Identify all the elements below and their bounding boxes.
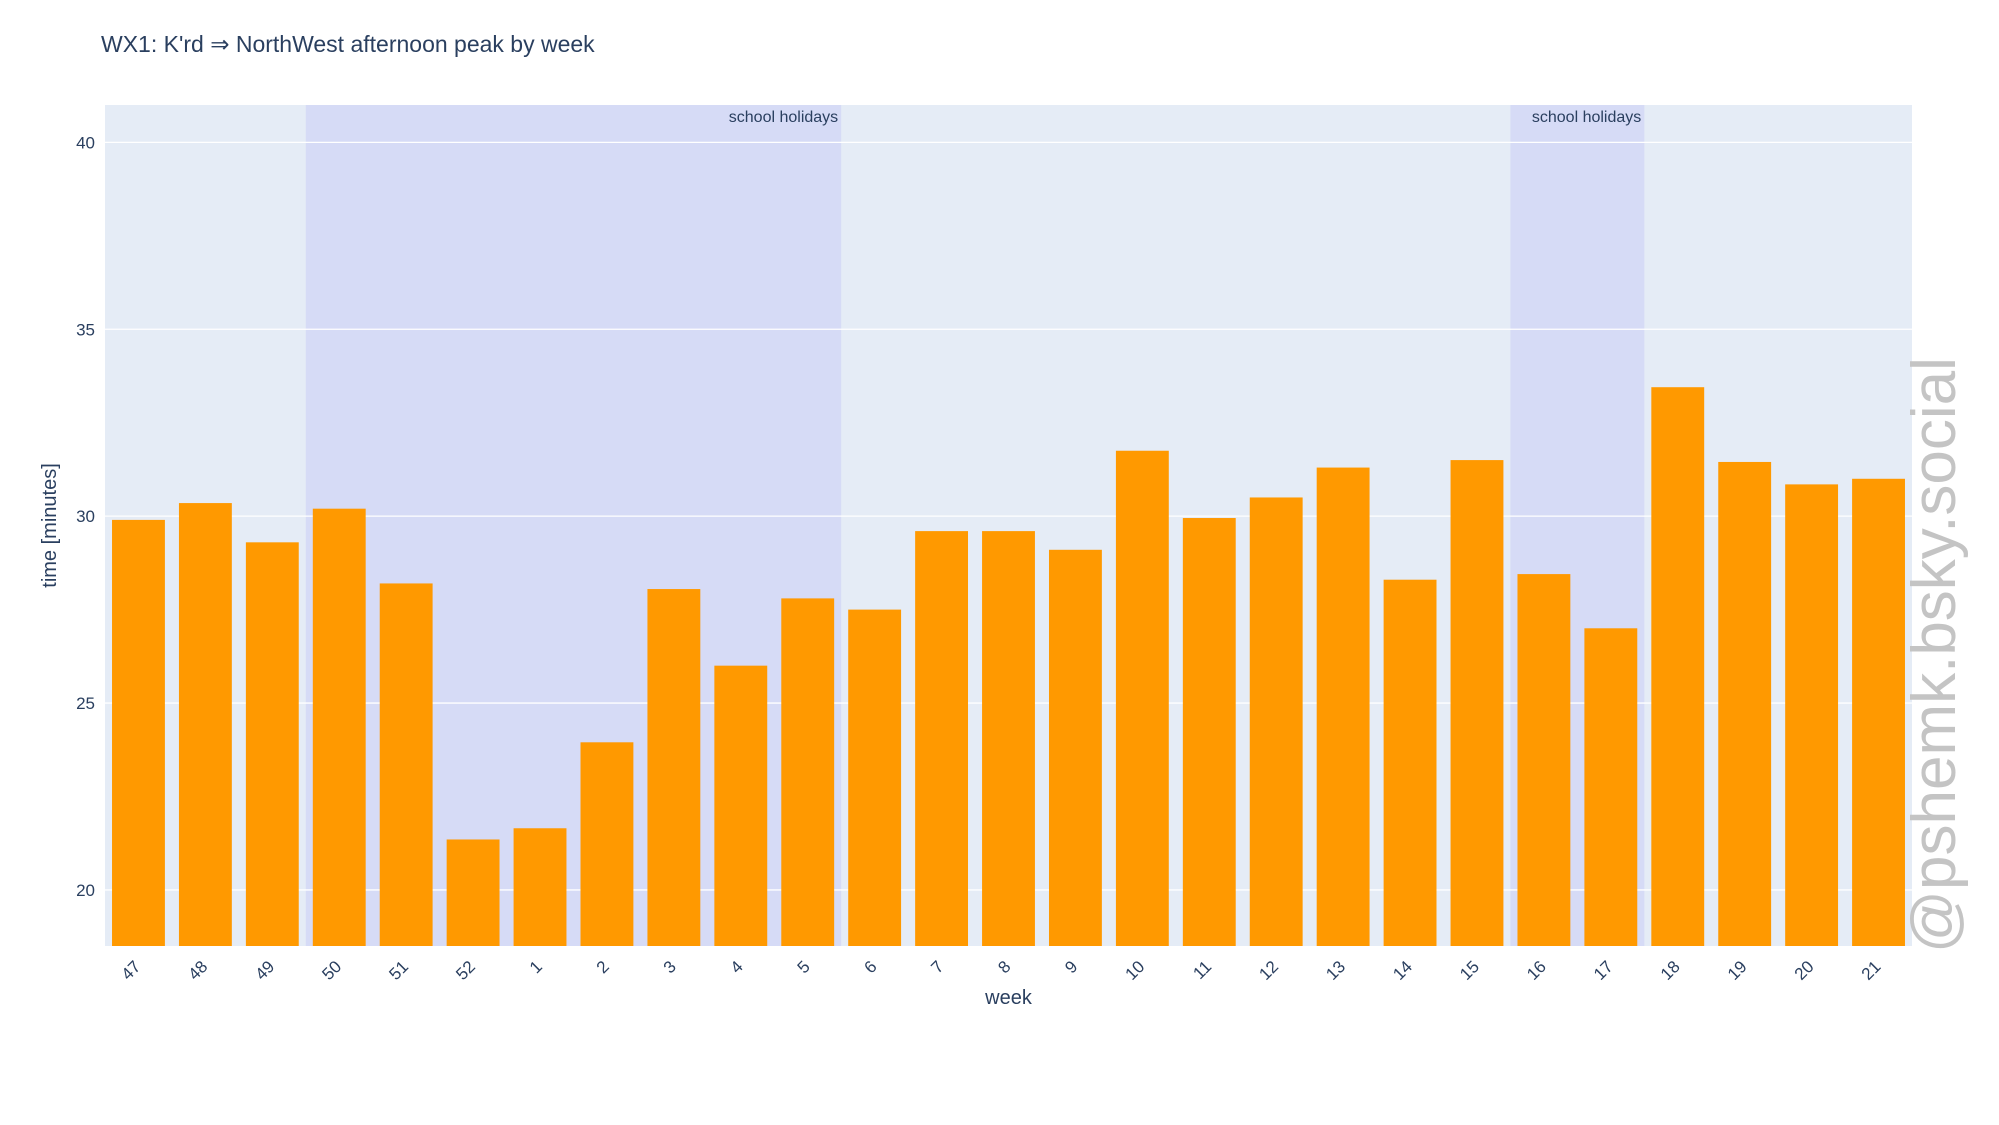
watermark-text: @pshemk.bsky.social: [1900, 357, 1969, 953]
y-axis-title: time [minutes]: [39, 463, 61, 587]
bar-week-12: [1249, 497, 1303, 946]
x-tick-label: 14: [1389, 957, 1416, 984]
bar-week-19: [1718, 461, 1772, 946]
bar-week-3: [647, 589, 701, 946]
y-tick-label: 25: [76, 694, 95, 713]
bar-week-4: [714, 665, 768, 946]
bar-week-47: [112, 519, 165, 946]
bar-week-7: [915, 531, 969, 946]
y-tick-label: 30: [76, 507, 95, 526]
x-tick-label: 2: [593, 957, 613, 977]
x-tick-label: 16: [1523, 957, 1550, 984]
shaded-region-labels: school holidays school holidays: [729, 109, 1642, 126]
x-tick-label: 50: [318, 957, 345, 984]
x-tick-label: 20: [1791, 957, 1818, 984]
x-tick-label: 8: [994, 957, 1014, 977]
chart-title: WX1: K'rd ⇒ NorthWest afternoon peak by …: [101, 31, 595, 57]
x-tick-label: 47: [118, 957, 145, 984]
bar-week-11: [1182, 518, 1236, 946]
bar-week-10: [1115, 450, 1169, 946]
x-tick-label: 48: [185, 957, 212, 984]
bar-week-9: [1048, 549, 1102, 946]
bar-week-14: [1383, 579, 1437, 946]
bar-week-5: [781, 598, 835, 946]
bar-week-13: [1316, 467, 1370, 946]
bar-week-50: [312, 508, 366, 946]
x-tick-label: 13: [1322, 957, 1349, 984]
x-tick-label: 17: [1590, 957, 1617, 984]
bar-week-51: [379, 583, 433, 946]
x-tick-labels: 47 48 49 50 51 52 1 2 3 4 5 6 7 8 9 10 11 12 13 14 15 16 17 18 1…: [118, 957, 1885, 984]
bar-week-21: [1852, 478, 1905, 946]
bar-week-8: [982, 531, 1035, 946]
shaded-region-label-1: school holidays: [729, 109, 838, 126]
y-tick-label: 35: [76, 320, 95, 339]
x-axis-title: week: [984, 987, 1033, 1009]
bar-week-15: [1450, 460, 1504, 946]
x-tick-label: 10: [1122, 957, 1149, 984]
bar-week-17: [1584, 628, 1638, 946]
y-tick-labels: 20 25 30 35 40: [76, 133, 95, 900]
x-tick-label: 21: [1858, 957, 1885, 984]
shaded-region-label-2: school holidays: [1532, 109, 1641, 126]
x-tick-label: 7: [927, 957, 947, 977]
x-tick-label: 1: [526, 957, 546, 977]
bar-week-16: [1517, 574, 1571, 946]
bar-week-52: [446, 839, 500, 946]
bar-week-6: [848, 609, 902, 946]
x-tick-label: 4: [727, 957, 747, 977]
bar-week-48: [178, 503, 232, 946]
x-tick-label: 19: [1724, 957, 1751, 984]
bar-week-49: [245, 542, 299, 946]
bar-week-1: [513, 828, 567, 946]
bar-week-2: [580, 742, 634, 946]
x-tick-label: 15: [1456, 957, 1483, 984]
x-tick-label: 49: [252, 957, 279, 984]
x-tick-label: 5: [794, 957, 814, 977]
x-tick-label: 3: [660, 957, 680, 977]
bar-week-20: [1785, 484, 1839, 946]
x-tick-label: 51: [385, 957, 412, 984]
bars: [112, 387, 1905, 946]
y-tick-label: 20: [76, 881, 95, 900]
y-tick-label: 40: [76, 133, 95, 152]
x-tick-label: 6: [861, 957, 881, 977]
x-tick-label: 11: [1189, 957, 1215, 983]
bar-week-18: [1651, 387, 1705, 946]
x-tick-label: 52: [452, 957, 479, 984]
x-tick-label: 12: [1255, 957, 1282, 984]
x-tick-label: 9: [1061, 957, 1081, 977]
x-tick-label: 18: [1657, 957, 1684, 984]
